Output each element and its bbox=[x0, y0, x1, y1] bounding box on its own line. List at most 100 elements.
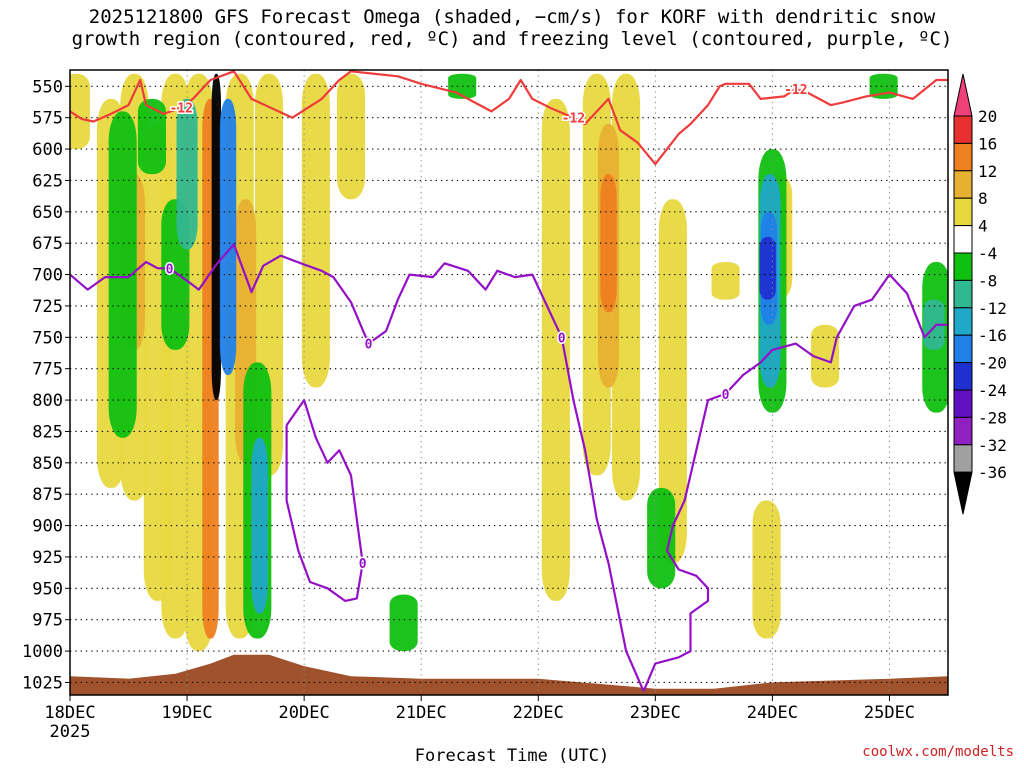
omega-band-0 bbox=[70, 73, 90, 150]
colorbar-swatch-1 bbox=[953, 142, 973, 172]
x-tick-label-4: 22DEC bbox=[513, 703, 564, 723]
omega-band-10 bbox=[541, 98, 570, 601]
contour-label-1-1: 0 bbox=[365, 338, 373, 353]
y-tick-label-9: 775 bbox=[32, 360, 63, 380]
colorbar-label-9: -20 bbox=[978, 354, 1007, 373]
chart-title: 2025121800 GFS Forecast Omega (shaded, −… bbox=[0, 6, 1024, 50]
y-tick-label-0: 550 bbox=[32, 77, 63, 97]
y-tick-label-7: 725 bbox=[32, 297, 63, 317]
colorbar-label-5: -4 bbox=[978, 244, 997, 263]
colorbar-label-1: 16 bbox=[978, 134, 997, 153]
x-tick-label-6: 24DEC bbox=[747, 703, 798, 723]
colorbar-swatch-11 bbox=[953, 416, 973, 446]
contour-label-0-2: -12 bbox=[784, 83, 807, 98]
contour-line-2 bbox=[642, 273, 948, 692]
x-tick-label-5: 23DEC bbox=[630, 703, 681, 723]
colorbar-swatch-12 bbox=[953, 444, 973, 473]
omega-band-28 bbox=[176, 98, 198, 250]
colorbar-top-triangle bbox=[953, 73, 973, 117]
y-tick-label-8: 750 bbox=[32, 328, 63, 348]
omega-band-22 bbox=[600, 174, 617, 313]
colorbar-swatch-5 bbox=[953, 252, 973, 281]
chart-title-line1: 2025121800 GFS Forecast Omega (shaded, −… bbox=[88, 6, 936, 28]
contour-label-1-0: 0 bbox=[166, 262, 174, 277]
y-tick-label-1: 575 bbox=[32, 109, 63, 129]
omega-band-13 bbox=[658, 199, 687, 564]
omega-band-17 bbox=[811, 324, 840, 388]
omega-band-24 bbox=[219, 98, 237, 375]
y-tick-label-11: 825 bbox=[32, 422, 63, 442]
contour-label-0-1: -12 bbox=[562, 112, 585, 127]
colorbar-label-4: 4 bbox=[978, 217, 988, 236]
x-tick-label-1: 19DEC bbox=[161, 703, 212, 723]
contour-line-1 bbox=[70, 243, 645, 692]
x-year-label: 2025 bbox=[50, 722, 91, 742]
omega-band-30 bbox=[251, 437, 268, 614]
y-tick-label-13: 875 bbox=[32, 485, 63, 505]
colorbar-label-8: -16 bbox=[978, 326, 1007, 345]
colorbar-label-13: -36 bbox=[978, 463, 1007, 482]
colorbar-label-2: 12 bbox=[978, 162, 997, 181]
colorbar-swatch-10 bbox=[953, 389, 973, 418]
y-tick-label-10: 800 bbox=[32, 391, 63, 411]
colorbar-swatch-7 bbox=[953, 307, 973, 336]
omega-band-23 bbox=[211, 73, 222, 401]
omega-band-26 bbox=[137, 98, 166, 175]
omega-band-36 bbox=[759, 236, 776, 300]
colorbar-swatch-8 bbox=[953, 334, 973, 364]
x-tick-label-2: 20DEC bbox=[279, 703, 330, 723]
plot-frame bbox=[69, 69, 949, 696]
y-tick-label-18: 1000 bbox=[22, 642, 63, 662]
y-tick-label-5: 675 bbox=[32, 234, 63, 254]
y-axis: 550 575 600 625 650 675 700 725 750 775 800 825 850 8… bbox=[22, 77, 70, 693]
contour-label-0-0: -12 bbox=[169, 102, 192, 117]
contour-layer: -12 -12 -12 0 0 0 0 0 bbox=[70, 70, 948, 692]
grid-layer bbox=[69, 70, 948, 695]
y-tick-label-19: 1025 bbox=[22, 673, 63, 693]
colorbar-label-3: 8 bbox=[978, 189, 988, 208]
colorbar-label-11: -28 bbox=[978, 408, 1007, 427]
y-tick-label-4: 650 bbox=[32, 203, 63, 223]
contour-line-3 bbox=[285, 399, 364, 602]
y-tick-label-6: 700 bbox=[32, 266, 63, 286]
contour-label-2-0: 0 bbox=[722, 388, 730, 403]
y-tick-label-17: 975 bbox=[32, 611, 63, 631]
colorbar-label-0: 20 bbox=[978, 107, 997, 126]
contour-label-3-0: 0 bbox=[359, 557, 367, 572]
terrain-layer bbox=[70, 654, 948, 695]
terrain-area bbox=[70, 654, 948, 695]
y-tick-label-3: 625 bbox=[32, 171, 63, 191]
contour-line-0 bbox=[70, 70, 948, 166]
colorbar-bottom-triangle bbox=[953, 471, 973, 515]
omega-band-9 bbox=[336, 73, 366, 200]
omega-band-8 bbox=[301, 73, 330, 388]
y-tick-label-14: 900 bbox=[32, 517, 63, 537]
omega-band-14 bbox=[711, 262, 740, 300]
chart-title-line2: growth region (contoured, red, ºC) and f… bbox=[71, 28, 953, 50]
colorbar-swatch-0 bbox=[953, 115, 973, 144]
colorbar-label-10: -24 bbox=[978, 381, 1007, 400]
colorbar-swatch-2 bbox=[953, 170, 973, 199]
colorbar: 20 16 12 8 4 -4 -8 -12 -16 -20 -24 -28 -32 -36 bbox=[953, 73, 1007, 515]
x-axis: 18DEC 19DEC 20DEC 21DEC 22DEC 23DEC 24DEC 25DEC… bbox=[44, 695, 915, 742]
colorbar-swatch-9 bbox=[953, 362, 973, 391]
y-tick-label-12: 850 bbox=[32, 454, 63, 474]
omega-band-25 bbox=[108, 111, 137, 438]
y-tick-label-2: 600 bbox=[32, 140, 63, 160]
x-tick-label-3: 21DEC bbox=[396, 703, 447, 723]
y-tick-label-16: 950 bbox=[32, 579, 63, 599]
colorbar-swatch-3 bbox=[953, 197, 973, 227]
colorbar-swatch-4 bbox=[953, 225, 973, 254]
contour-label-1-2: 0 bbox=[558, 331, 566, 346]
x-tick-label-7: 25DEC bbox=[864, 703, 915, 723]
colorbar-label-7: -12 bbox=[978, 299, 1007, 318]
omega-band-32 bbox=[647, 487, 676, 589]
colorbar-swatch-6 bbox=[953, 279, 973, 309]
credit-link[interactable]: coolwx.com/modelts bbox=[862, 744, 1014, 760]
x-tick-label-0: 18DEC bbox=[44, 703, 95, 723]
y-tick-label-15: 925 bbox=[32, 548, 63, 568]
colorbar-label-12: -32 bbox=[978, 436, 1007, 455]
omega-band-37 bbox=[389, 594, 418, 652]
x-axis-title: Forecast Time (UTC) bbox=[414, 746, 610, 766]
